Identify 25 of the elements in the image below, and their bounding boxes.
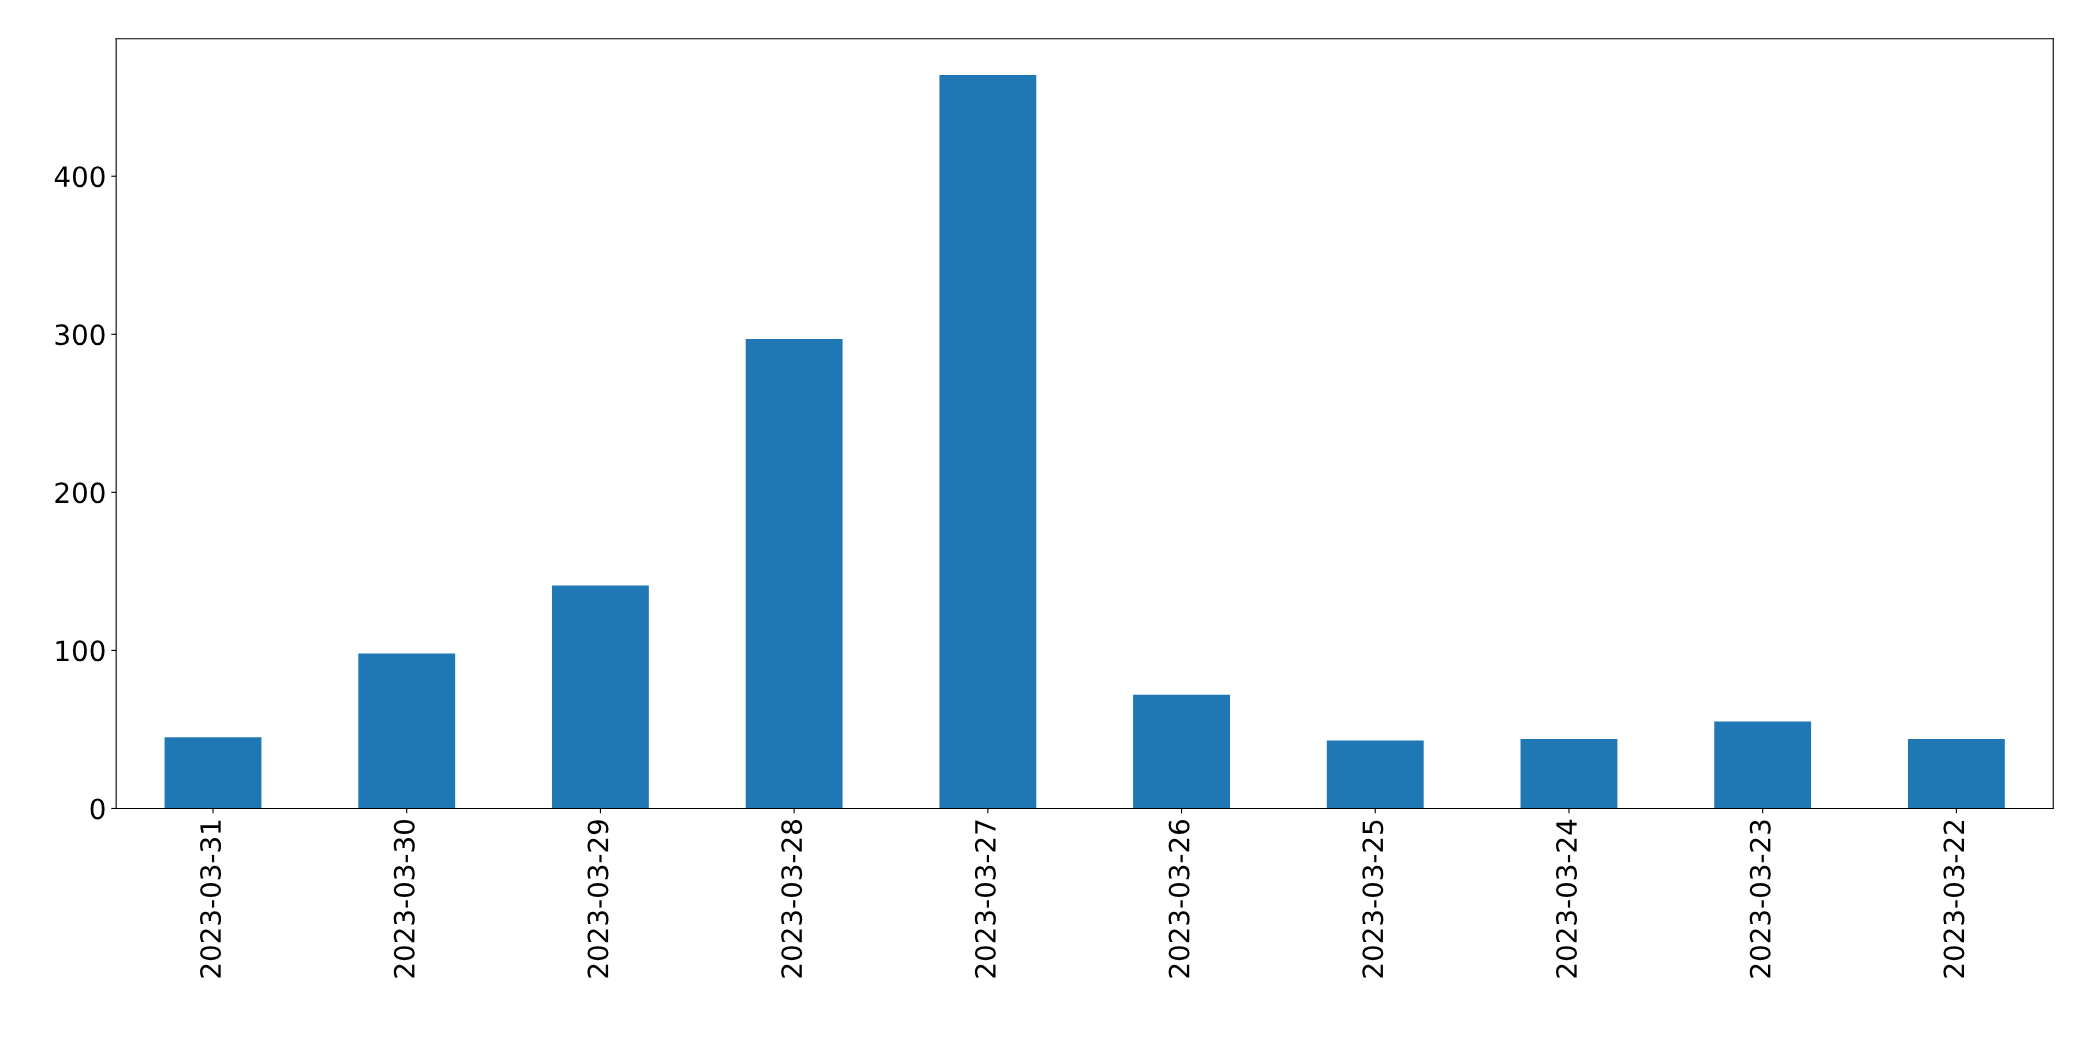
x-tick-label: 2023-03-29 <box>587 820 609 978</box>
bar <box>164 737 262 809</box>
x-tick-label: 2023-03-24 <box>1556 819 1578 978</box>
x-tick-label: 2023-03-31 <box>200 820 222 978</box>
bar <box>552 585 649 809</box>
bar <box>1326 740 1424 809</box>
y-tick-label: 100 <box>56 640 105 662</box>
y-tick-label: 0 <box>90 798 105 820</box>
x-tick-label: 2023-03-26 <box>1168 819 1190 978</box>
x-tick-label: 2023-03-22 <box>1943 820 1965 978</box>
y-tick-label: 300 <box>55 324 105 346</box>
bar <box>1714 721 1812 809</box>
x-tick-label: 2023-03-23 <box>1749 820 1771 978</box>
bar <box>1907 738 2005 809</box>
bar <box>358 653 456 809</box>
y-tick-label: 400 <box>54 166 105 188</box>
bar <box>939 75 1037 809</box>
bar <box>745 339 843 809</box>
x-tick-label: 2023-03-30 <box>393 820 415 978</box>
x-tick-label: 2023-03-25 <box>1362 820 1384 978</box>
bar <box>1133 694 1230 809</box>
bar <box>1520 738 1618 809</box>
y-tick-label: 200 <box>55 482 105 504</box>
x-tick-label: 2023-03-27 <box>974 820 996 978</box>
x-tick-label: 2023-03-28 <box>781 820 803 978</box>
